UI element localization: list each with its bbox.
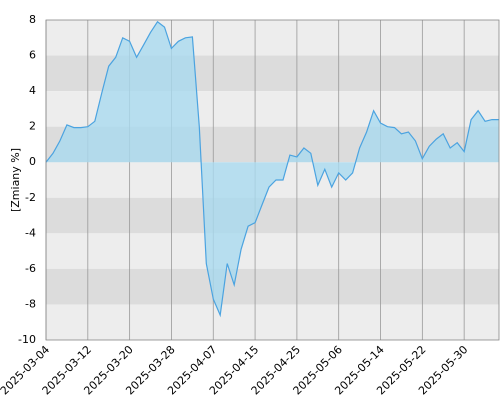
y-tick-label: 4 — [29, 84, 36, 97]
y-tick-label: -10 — [18, 333, 36, 346]
y-tick-label: -4 — [25, 226, 36, 239]
grid-band — [46, 233, 499, 269]
y-tick-label: 8 — [29, 13, 36, 26]
line — [45, 20, 499, 318]
y-tick-label: 0 — [29, 155, 36, 168]
area — [46, 21, 499, 316]
grid-band — [46, 268, 499, 305]
y-tick-label: -6 — [25, 262, 36, 275]
y-axis-label: [Zmiany %] — [9, 148, 22, 212]
grid-band — [46, 304, 499, 340]
y-tick-label: -8 — [25, 297, 36, 310]
y-tick-label: -2 — [25, 191, 36, 204]
plot-border — [45, 19, 500, 341]
grid-band — [46, 197, 499, 234]
grid-band — [46, 20, 499, 56]
y-tick-label: 2 — [29, 120, 36, 133]
y-tick-label: 6 — [29, 49, 36, 62]
